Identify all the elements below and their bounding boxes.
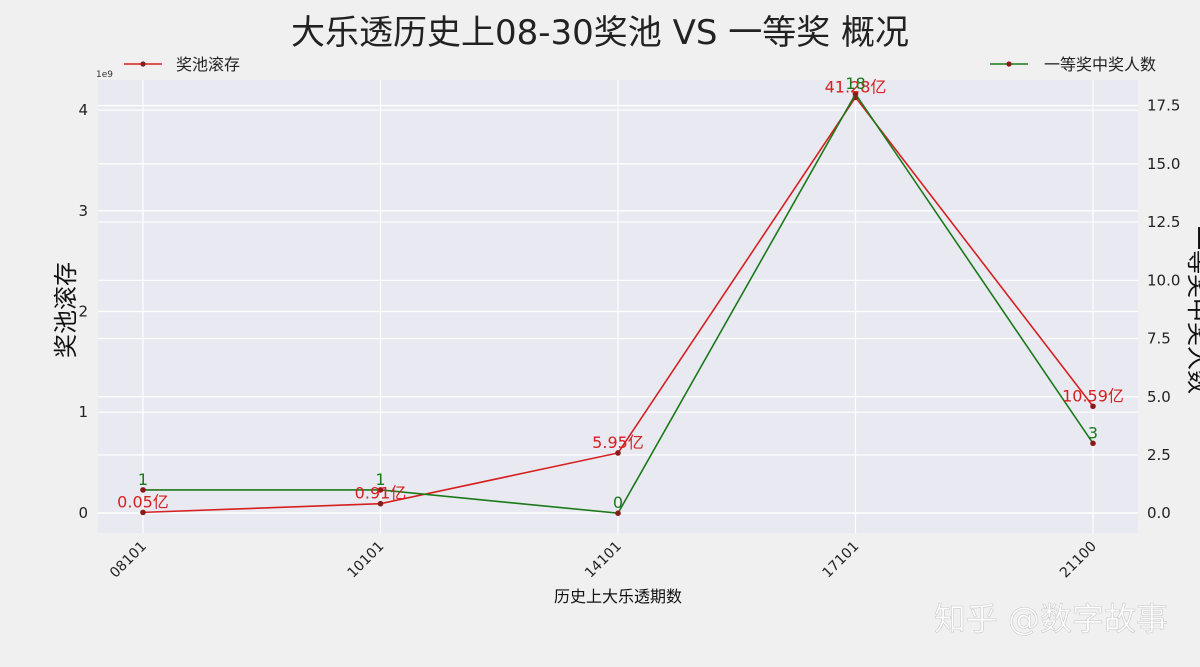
left-axis-ticks: 0 1 2 3 4 (78, 101, 88, 522)
right-tick-label: 5.0 (1147, 388, 1171, 406)
left-tick-label: 3 (78, 202, 88, 220)
chart-title: 大乐透历史上08-30奖池 VS 一等奖 概况 (291, 13, 909, 53)
data-point (1090, 403, 1096, 410)
left-axis-label: 奖池滚存 (52, 262, 80, 358)
right-axis-ticks: 0.0 2.5 5.0 7.5 10.0 12.5 15.0 17.5 (1147, 97, 1180, 523)
data-point (615, 510, 621, 517)
left-tick-label: 0 (78, 504, 88, 522)
data-label: 41.28亿 (825, 77, 887, 96)
data-label: 5.95亿 (592, 433, 644, 452)
data-label: 0.05亿 (117, 492, 169, 511)
x-axis-label: 历史上大乐透期数 (554, 587, 682, 606)
x-tick-label: 14101 (582, 539, 625, 582)
right-tick-label: 10.0 (1147, 271, 1180, 289)
legend-right: 一等奖中奖人数 (990, 55, 1156, 74)
x-tick-label: 17101 (820, 539, 863, 582)
right-axis-label: 一等奖中奖人数 (1184, 226, 1200, 394)
data-point (377, 500, 384, 507)
data-labels: 0.05亿 0.91亿 5.95亿 41.28亿 10.59亿 1 1 0 18 3 (117, 74, 1124, 512)
legend-left: 奖池滚存 (124, 55, 240, 74)
left-tick-label: 1 (78, 403, 88, 421)
legend-left-marker (140, 61, 146, 67)
data-label: 3 (1088, 423, 1098, 442)
left-tick-label: 4 (78, 101, 88, 119)
x-axis-ticks: 08101 10101 14101 17101 21100 (107, 539, 1100, 582)
data-point (615, 450, 621, 456)
data-label: 10.59亿 (1062, 386, 1124, 405)
data-point (1090, 440, 1096, 447)
x-tick-label: 10101 (345, 539, 388, 582)
data-label: 0.91亿 (355, 484, 407, 503)
legend-right-marker (1006, 61, 1012, 67)
legend-left-label: 奖池滚存 (176, 55, 240, 74)
data-label: 18 (845, 74, 865, 93)
x-tick-label: 08101 (107, 539, 150, 582)
data-label: 1 (138, 470, 148, 489)
right-tick-label: 2.5 (1147, 446, 1171, 464)
data-point (140, 509, 146, 516)
data-point (852, 91, 859, 97)
right-tick-label: 12.5 (1147, 213, 1180, 231)
data-point (377, 487, 384, 493)
right-tick-label: 7.5 (1147, 330, 1171, 348)
right-tick-label: 15.0 (1147, 155, 1180, 173)
series-lines (140, 91, 1096, 517)
legend-right-label: 一等奖中奖人数 (1044, 55, 1156, 74)
watermark: 知乎 @数字故事 (934, 600, 1168, 638)
data-label: 1 (375, 470, 385, 489)
x-tick-label: 21100 (1057, 539, 1100, 582)
left-tick-label: 2 (78, 303, 88, 321)
left-axis-multiplier: 1e9 (96, 70, 113, 80)
data-label: 0 (613, 493, 623, 512)
data-point (140, 487, 146, 493)
right-tick-label: 17.5 (1147, 97, 1180, 115)
right-tick-label: 0.0 (1147, 504, 1171, 522)
